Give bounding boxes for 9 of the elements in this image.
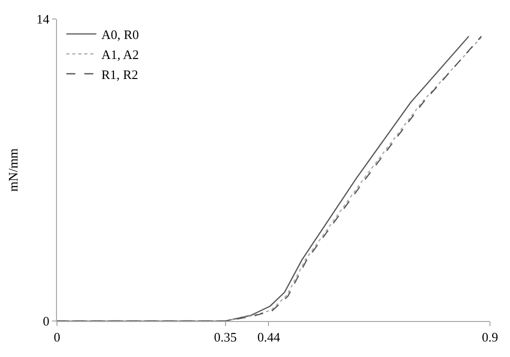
legend-label: A0, R0 — [101, 27, 139, 42]
legend-label: A1, A2 — [101, 46, 139, 62]
legend-label: R1, R2 — [101, 66, 138, 82]
x-tick-label: 0.35 — [214, 330, 237, 345]
x-tick-label: 0.44 — [257, 330, 281, 345]
x-tick-label: 0.9 — [482, 330, 498, 345]
x-tick-label: 0 — [54, 330, 60, 345]
y-tick-label: 14 — [36, 12, 50, 27]
y-axis-title: mN/mm — [5, 148, 20, 192]
